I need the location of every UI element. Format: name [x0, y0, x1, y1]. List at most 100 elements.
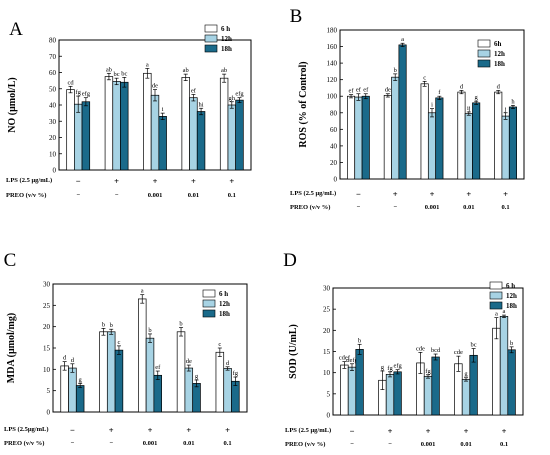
preo-value: 0.1	[224, 440, 232, 447]
y-tick-label: 30	[43, 281, 51, 289]
y-tick-label: 180	[327, 27, 338, 35]
legend-swatch	[477, 39, 491, 48]
significance-letter: gh	[229, 95, 236, 102]
significance-letter: cde	[454, 349, 463, 356]
legend-label: 12h	[221, 35, 232, 43]
lps-value: +	[466, 189, 471, 199]
bar	[227, 104, 236, 171]
significance-letter: a	[141, 288, 144, 295]
significance-letter: b	[510, 340, 513, 347]
legend-swatch	[489, 301, 503, 310]
panel-letter: A	[9, 19, 23, 40]
significance-letter: d	[460, 83, 464, 90]
significance-letter: bc	[121, 70, 127, 77]
significance-letter: b	[179, 321, 182, 328]
legend-swatch	[204, 34, 218, 43]
preo-value: 0.001	[148, 192, 163, 199]
significance-letter: a	[495, 311, 498, 318]
significance-letter: hi	[199, 101, 204, 108]
bar	[150, 94, 160, 171]
bar	[75, 385, 85, 413]
significance-letter: ef	[191, 87, 197, 94]
lps-value: +	[426, 426, 431, 436]
legend-swatch	[202, 309, 216, 318]
bar	[104, 76, 114, 171]
significance-letter: de	[186, 358, 192, 365]
lps-value: +	[191, 176, 196, 186]
preo-row-label: PREO (v/v %)	[290, 204, 330, 211]
significance-letter: fg	[233, 370, 239, 377]
bar	[235, 99, 244, 171]
bar	[99, 331, 108, 413]
y-tick-label: 20	[49, 134, 57, 142]
bar	[347, 366, 357, 416]
significance-letter: d	[226, 360, 230, 367]
y-tick-label: 0	[53, 167, 57, 175]
significance-letter: ij	[467, 105, 471, 112]
lps-value: −	[70, 425, 75, 435]
significance-letter: a	[503, 308, 506, 315]
significance-letter: g	[381, 364, 385, 371]
significance-letter: ab	[183, 67, 189, 74]
y-tick-label: 30	[323, 285, 331, 293]
significance-letter: bcd	[431, 347, 441, 354]
significance-letter: b	[358, 337, 361, 344]
lps-value: +	[393, 189, 398, 199]
significance-letter: cde	[416, 345, 425, 352]
significance-letter: de	[385, 87, 391, 94]
preo-value: −	[109, 440, 113, 447]
lps-value: +	[114, 176, 119, 186]
significance-letter: d	[71, 357, 75, 364]
preo-value: 0.001	[421, 441, 436, 448]
legend-label: 12h	[506, 292, 517, 300]
significance-letter: h	[511, 98, 515, 105]
y-tick-label: 0	[47, 409, 51, 417]
legend-label: 6h	[494, 40, 502, 48]
y-tick-label: 120	[327, 76, 338, 84]
panel-b: B 0 20 40 60 80 100 120 140 160 180 ROS (% of Contr…	[290, 6, 525, 211]
bar	[112, 81, 121, 171]
lps-value: +	[186, 425, 191, 435]
bar	[499, 316, 509, 416]
legend-swatch	[489, 291, 503, 300]
bar	[138, 298, 147, 413]
significance-letter: de	[152, 83, 158, 90]
significance-letter: g	[79, 376, 83, 383]
legend-label: 6 h	[219, 290, 228, 298]
y-axis-label: ROS (% of Control)	[298, 61, 309, 147]
significance-letter: ef	[349, 88, 355, 95]
bar	[492, 327, 501, 416]
preo-value: 0.1	[228, 192, 236, 199]
significance-letter: g	[195, 373, 199, 380]
y-tick-label: 20	[323, 327, 331, 335]
significance-letter: efg	[235, 91, 244, 98]
legend-swatch	[489, 281, 503, 290]
significance-letter: ab	[221, 67, 227, 74]
y-tick-label: 0	[334, 176, 338, 184]
y-axis-label: NO (μmol/L)	[7, 77, 18, 132]
significance-letter: a	[401, 36, 404, 43]
preo-value: 0.01	[188, 192, 199, 199]
bar	[74, 103, 83, 171]
lps-value: +	[225, 425, 230, 435]
legend-label: 18h	[506, 302, 517, 310]
preo-value: 0.01	[460, 441, 471, 448]
bar	[158, 116, 167, 171]
significance-letter: i	[431, 102, 433, 109]
bar	[181, 77, 190, 171]
significance-letter: j	[504, 106, 507, 113]
legend-swatch	[477, 59, 491, 68]
preo-value: 0.001	[143, 440, 158, 447]
bar	[508, 106, 517, 180]
preo-value: −	[388, 441, 392, 448]
legend-swatch	[477, 49, 491, 58]
bar	[501, 115, 510, 180]
significance-letter: efg	[393, 363, 402, 370]
preo-value: 0.1	[502, 204, 510, 211]
preo-row-label: PREO (v/v %)	[4, 440, 44, 447]
significance-letter: f	[438, 89, 441, 96]
bar	[176, 331, 186, 413]
lps-row-label: LPS (2.5 μg/mL)	[6, 177, 52, 184]
lps-row-label: LPS (2.5μg/mL)	[4, 426, 49, 433]
bar	[68, 367, 77, 413]
